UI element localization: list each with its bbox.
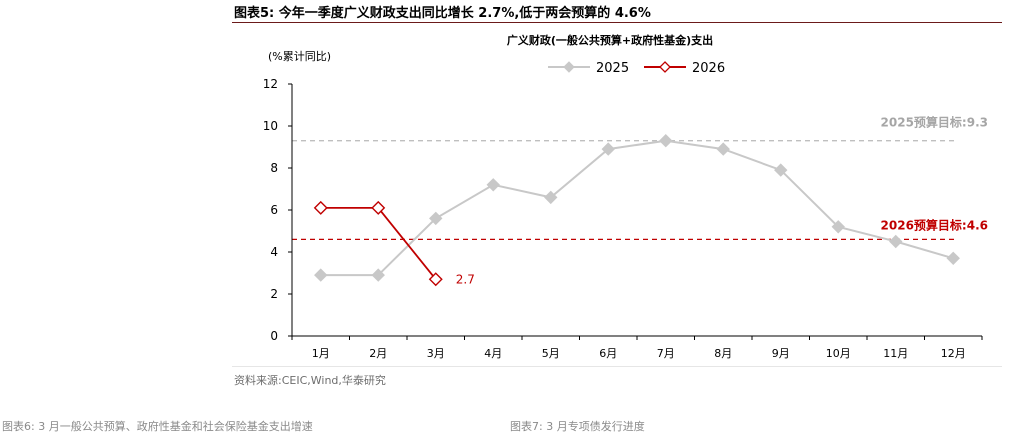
x-tick-label: 6月	[599, 347, 617, 360]
data-point	[831, 220, 845, 234]
y-tick-label: 10	[263, 119, 278, 133]
next-figure-title-left: 图表6: 3 月一般公共预算、政府性基金和社会保险基金支出增速	[2, 420, 313, 433]
title-rule	[232, 22, 1002, 23]
data-point	[716, 142, 730, 156]
legend-swatch-marker	[563, 61, 575, 73]
x-tick-label: 8月	[714, 347, 732, 360]
reference-line-label: 2026预算目标:4.6	[881, 217, 988, 232]
data-point	[659, 133, 673, 148]
series-line	[320, 139, 954, 277]
legend-label: 2025	[596, 61, 629, 76]
data-point	[889, 234, 903, 249]
y-tick-label: 0	[270, 329, 278, 343]
legend-swatch-marker	[659, 61, 671, 73]
x-tick-label: 3月	[427, 347, 445, 360]
legend-label: 2026	[692, 61, 725, 76]
source-rule	[232, 366, 1002, 367]
reference-line-label: 2025预算目标:9.3	[881, 115, 988, 130]
data-point	[371, 268, 385, 282]
x-tick-label: 2月	[369, 347, 387, 360]
next-figure-title-right: 图表7: 3 月专项债发行进度	[510, 420, 645, 433]
source-note: 资料来源:CEIC,Wind,华泰研究	[234, 374, 386, 387]
x-tick-label: 1月	[312, 347, 330, 360]
y-axis-label: (%累计同比)	[268, 50, 331, 63]
data-point	[486, 178, 500, 192]
y-tick-label: 12	[263, 77, 278, 91]
labels-group: 2.7	[456, 272, 475, 286]
data-point	[313, 200, 328, 215]
series-group	[313, 133, 960, 287]
y-tick-label: 2	[270, 287, 278, 301]
x-tick-label: 9月	[772, 347, 790, 360]
data-point	[774, 163, 788, 177]
x-tick-label: 5月	[542, 347, 560, 360]
y-tick-label: 8	[270, 161, 278, 175]
x-tick-label: 12月	[941, 347, 966, 360]
x-tick-label: 10月	[826, 347, 851, 360]
data-point	[544, 190, 558, 205]
y-tick-label: 4	[270, 245, 278, 259]
data-point	[946, 251, 960, 266]
data-point	[601, 142, 615, 156]
x-tick-label: 11月	[883, 347, 908, 360]
data-point	[429, 211, 443, 226]
chart-title: 广义财政(一般公共预算+政府性基金)支出	[507, 33, 713, 47]
data-point	[371, 200, 386, 215]
data-point	[314, 268, 328, 282]
data-point	[428, 272, 443, 287]
x-tick-label: 4月	[484, 347, 502, 360]
y-tick-label: 6	[270, 203, 278, 217]
legend: 2025 2026	[548, 61, 725, 76]
axes: 0 2 4 6 8 10 12 1月 2月 3月 4月 5月 6月 7月 8月 9月 10月 11月 12月	[263, 77, 983, 360]
reference-lines: 2025预算目标:9.3 2026预算目标:4.6	[292, 115, 988, 241]
x-tick-label: 7月	[657, 347, 675, 360]
figure-title: 图表5: 今年一季度广义财政支出同比增长 2.7%,低于两会预算的 4.6%	[234, 6, 651, 21]
data-label: 2.7	[456, 272, 475, 286]
